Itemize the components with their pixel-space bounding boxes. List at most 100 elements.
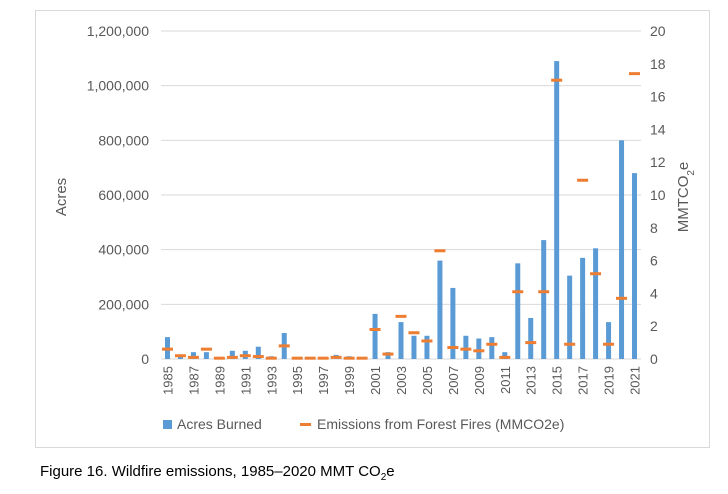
emission-marker <box>564 342 576 346</box>
legend: Acres Burned Emissions from Forest Fires … <box>163 416 564 432</box>
emission-marker <box>200 347 212 351</box>
bar <box>580 257 586 359</box>
x-tick-label: 2005 <box>420 366 435 395</box>
emission-marker <box>551 78 563 82</box>
x-tick-label: 2009 <box>472 366 487 395</box>
bar <box>450 287 456 359</box>
emission-marker <box>421 339 433 343</box>
bar <box>541 240 547 359</box>
y-tick-label: 600,000 <box>98 187 149 203</box>
legend-label-acres: Acres Burned <box>177 416 262 432</box>
y2-tick-label: 6 <box>650 253 658 269</box>
bar <box>398 322 404 359</box>
bar <box>411 335 417 359</box>
emission-marker <box>486 342 498 346</box>
y2-tick-label: 0 <box>650 351 658 367</box>
bar <box>515 263 521 359</box>
bar <box>606 322 612 359</box>
bar <box>554 61 560 360</box>
x-tick-label: 2013 <box>524 366 539 395</box>
y2-tick-label: 2 <box>650 318 658 334</box>
emission-marker <box>538 290 550 294</box>
emission-marker <box>369 327 381 331</box>
right-axis-ticks: 0 2 4 6 8 10 12 14 16 18 20 <box>650 23 666 367</box>
bar <box>632 173 638 359</box>
bar <box>385 352 391 359</box>
emission-marker <box>343 356 355 360</box>
y2-tick-label: 10 <box>650 187 666 203</box>
emission-marker <box>616 296 628 300</box>
emission-marker <box>291 356 303 360</box>
emission-marker <box>395 314 407 318</box>
x-tick-label: 1993 <box>264 366 279 395</box>
emission-marker <box>252 355 264 359</box>
x-tick-label: 2021 <box>628 366 643 395</box>
emission-marker <box>629 72 641 76</box>
gridlines <box>161 30 641 360</box>
bar <box>424 335 430 359</box>
y2-axis-title: MMTCO2e <box>675 162 697 233</box>
bar <box>619 140 625 359</box>
y2-tick-label: 20 <box>650 23 666 39</box>
bar <box>489 337 495 359</box>
emission-marker <box>590 272 602 276</box>
emission-marker <box>447 346 459 350</box>
y2-tick-label: 12 <box>650 154 666 170</box>
x-tick-label: 2015 <box>550 366 565 395</box>
x-tick-label: 1999 <box>342 366 357 395</box>
y-tick-label: 800,000 <box>98 132 149 148</box>
emission-marker <box>434 249 446 253</box>
bar <box>229 350 235 359</box>
bar <box>203 352 209 359</box>
emission-marker <box>226 355 238 359</box>
left-axis-ticks: 0 200,000 400,000 600,000 800,000 1,000,000 1,… <box>87 23 150 367</box>
emission-marker <box>304 356 316 360</box>
y-axis-title: Acres <box>53 178 70 216</box>
x-tick-label: 1997 <box>316 366 331 395</box>
x-tick-label: 2019 <box>602 366 617 395</box>
legend-swatch-emissions <box>300 423 311 426</box>
x-tick-label: 1991 <box>238 366 253 395</box>
emission-marker <box>356 356 368 360</box>
x-tick-label: 2017 <box>576 366 591 395</box>
emission-marker <box>330 355 342 359</box>
y-tick-label: 1,000,000 <box>87 78 149 94</box>
bar <box>463 335 469 359</box>
emission-marker <box>187 355 199 359</box>
bar <box>437 260 443 359</box>
emission-marker <box>525 341 537 345</box>
emission-marker <box>265 356 277 360</box>
emission-marker <box>213 356 225 360</box>
x-tick-label: 1995 <box>290 366 305 395</box>
combo-chart: 0 200,000 400,000 600,000 800,000 1,000,000 1,… <box>53 23 697 432</box>
bar-series <box>164 61 638 360</box>
x-tick-label: 1985 <box>160 366 175 395</box>
y-tick-label: 1,200,000 <box>87 23 149 39</box>
emission-marker <box>603 342 615 346</box>
y-tick-label: 0 <box>141 351 149 367</box>
emission-marker <box>460 347 472 351</box>
bar <box>593 248 599 359</box>
marker-series <box>161 72 641 360</box>
y-tick-label: 400,000 <box>98 242 149 258</box>
bar <box>567 275 573 359</box>
y2-tick-label: 8 <box>650 220 658 236</box>
x-tick-label: 2011 <box>498 366 513 394</box>
legend-label-emissions: Emissions from Forest Fires (MMCO2e) <box>317 416 564 432</box>
emission-marker <box>317 356 329 360</box>
emission-marker <box>473 349 485 353</box>
y2-tick-label: 14 <box>650 121 666 137</box>
chart-frame: 0 200,000 400,000 600,000 800,000 1,000,000 1,… <box>35 10 710 448</box>
emission-marker <box>161 347 173 351</box>
emission-marker <box>174 354 186 358</box>
bar <box>528 318 534 359</box>
y-tick-label: 200,000 <box>98 296 149 312</box>
emission-marker <box>499 355 511 359</box>
bar <box>255 346 261 359</box>
emission-marker <box>382 352 394 356</box>
emission-marker <box>278 344 290 348</box>
x-tick-label: 1989 <box>212 366 227 395</box>
y2-tick-label: 16 <box>650 89 666 105</box>
bar <box>502 352 508 359</box>
x-axis-ticks: 1985 1987 1989 1991 1993 1995 1997 1999 2001 2003… <box>160 366 642 395</box>
